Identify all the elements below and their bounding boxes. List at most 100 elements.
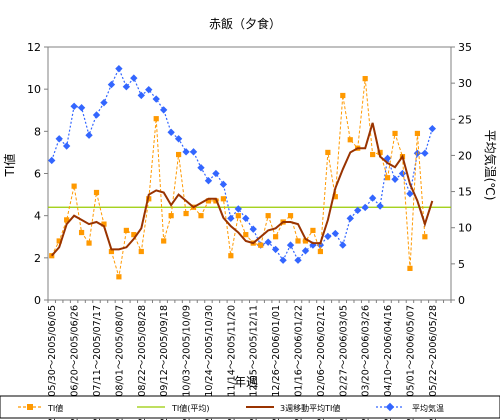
series-temperature-point [145,85,153,94]
series-ti-point [108,248,115,255]
series-layer [48,65,451,280]
series-ti-point [370,151,376,158]
series-ti-point [265,213,271,219]
legend-item-temperature: 平均気温 [376,402,444,413]
series-temperature-point [361,203,369,212]
legend-label-ti: TI値 [47,403,63,413]
plot-frame [47,46,452,301]
series-ti-point [325,149,331,156]
series-temperature-point [62,142,71,150]
x-axis-tick-label: 2005/06/20〜2005/06/26 [70,305,81,420]
legend-item-moving-average: 3週移動平均TI値 [246,403,340,413]
series-ti-point [347,137,353,143]
series-ti-point [71,183,77,189]
series-ti-point [205,198,212,204]
left-axis-tick-label: 10 [27,83,41,96]
series-ti-point [422,234,428,240]
x-axis-tick-label: 2005/07/11〜2005/07/17 [92,305,103,420]
series-ti-point [220,196,226,202]
left-axis-tick-label: 0 [34,294,41,307]
series-temperature-point [100,98,108,107]
series-ti-point [86,240,92,246]
series-ti-point [362,76,368,82]
series-ti-point [138,248,144,255]
right-axis-tick-label: 0 [458,294,465,307]
series-ti-point [243,232,249,238]
y-axis-label-right: 平均気温(℃) [483,130,498,201]
series-ti-point [101,221,107,227]
series-temperature-point [182,148,190,156]
series-temperature-point [406,190,414,198]
right-axis-tick-label: 15 [458,186,472,199]
right-axis-tick-label: 20 [458,149,472,162]
x-axis-tick-label: 2006/02/27〜2006/03/05 [338,305,349,420]
x-axis-tick-label: 2005/05/30〜2005/06/05 [47,305,58,420]
series-moving-average-line [50,122,434,257]
series-ti-point [93,189,100,196]
series-temperature-point [219,180,228,189]
series-ti-point [78,229,85,236]
x-axis-tick-label: 2006/03/20〜2006/03/26 [361,305,372,420]
x-axis-tick-label: 2006/05/22〜2006/05/28 [428,305,439,420]
series-temperature-point [301,247,310,255]
series-ti-point [56,238,62,244]
series-temperature-point [152,95,160,103]
right-axis-tick-label: 35 [458,41,472,54]
legend-item-ti-average: TI値(平均) [137,403,210,413]
x-axis-label: 年週 [234,375,258,389]
series-temperature-point [70,102,78,110]
series-temperature-point [368,194,377,202]
right-axis-tick-label: 5 [458,258,465,271]
series-temperature-point [212,169,220,178]
x-axis-tick-label: 2006/04/10〜2006/04/16 [383,305,394,420]
x-axis-tick-label: 2005/12/26〜2006/01/01 [271,305,282,420]
right-axis-tick-label: 30 [458,77,472,90]
series-ti-point [123,227,129,234]
series-temperature-point [77,104,86,112]
left-axis: 0 2 4 6 8 10 12 [27,41,48,307]
legend-label-temperature: 平均気温 [412,403,444,413]
right-axis: 0 5 10 15 20 25 30 35 [451,41,472,307]
series-temperature-point [204,177,213,185]
series-ti-point [198,213,204,219]
series-ti-point [176,151,182,158]
x-axis-tick-label: 2005/10/03〜2005/10/09 [182,305,193,420]
x-axis-tick-label: 2005/11/14〜2005/11/20 [226,305,237,420]
series-temperature-point [398,169,407,178]
series-ti-point [414,130,421,137]
series-ti-point [340,92,346,99]
legend-swatch-ti-marker [27,404,33,410]
series-ti-point [273,234,279,240]
x-axis-tick-label: 2005/08/01〜2005/08/07 [114,305,125,420]
series-ti-point [287,213,294,219]
left-axis-tick-label: 4 [34,210,41,223]
legend-swatch-temperature-marker [385,402,395,412]
series-ti-point [168,213,174,219]
series-temperature-point [92,111,101,119]
series-temperature-point [130,74,138,82]
series-ti-point [332,194,338,200]
x-axis-tick-label: 2005/10/24〜2005/10/30 [204,305,215,420]
series-temperature-point [115,65,123,73]
series-ti-point [317,248,323,255]
series-temperature-point [159,106,168,114]
left-axis-tick-label: 2 [34,252,41,265]
series-ti-point [161,238,167,244]
left-axis-tick-label: 12 [27,41,41,54]
x-axis-tick-label: 2005/08/22〜2005/08/28 [137,305,148,420]
x-axis-tick-label: 2005/09/12〜2005/09/18 [159,305,170,420]
plot-area [47,46,452,301]
left-axis-tick-label: 8 [34,125,41,138]
series-ti-point [183,210,189,217]
legend-item-ti: TI値 [18,403,63,413]
series-ti-point [302,238,309,244]
series-ti-point [153,116,159,122]
series-temperature-point [174,135,183,143]
right-axis-tick-label: 25 [458,113,472,126]
legend: TI値 TI値(平均) 3週移動平均TI値 平均気温 [0,395,500,419]
series-temperature-point [428,125,437,133]
series-temperature-point [107,80,116,89]
series-ti-point [235,213,241,219]
legend-label-moving-average: 3週移動平均TI値 [280,403,340,413]
